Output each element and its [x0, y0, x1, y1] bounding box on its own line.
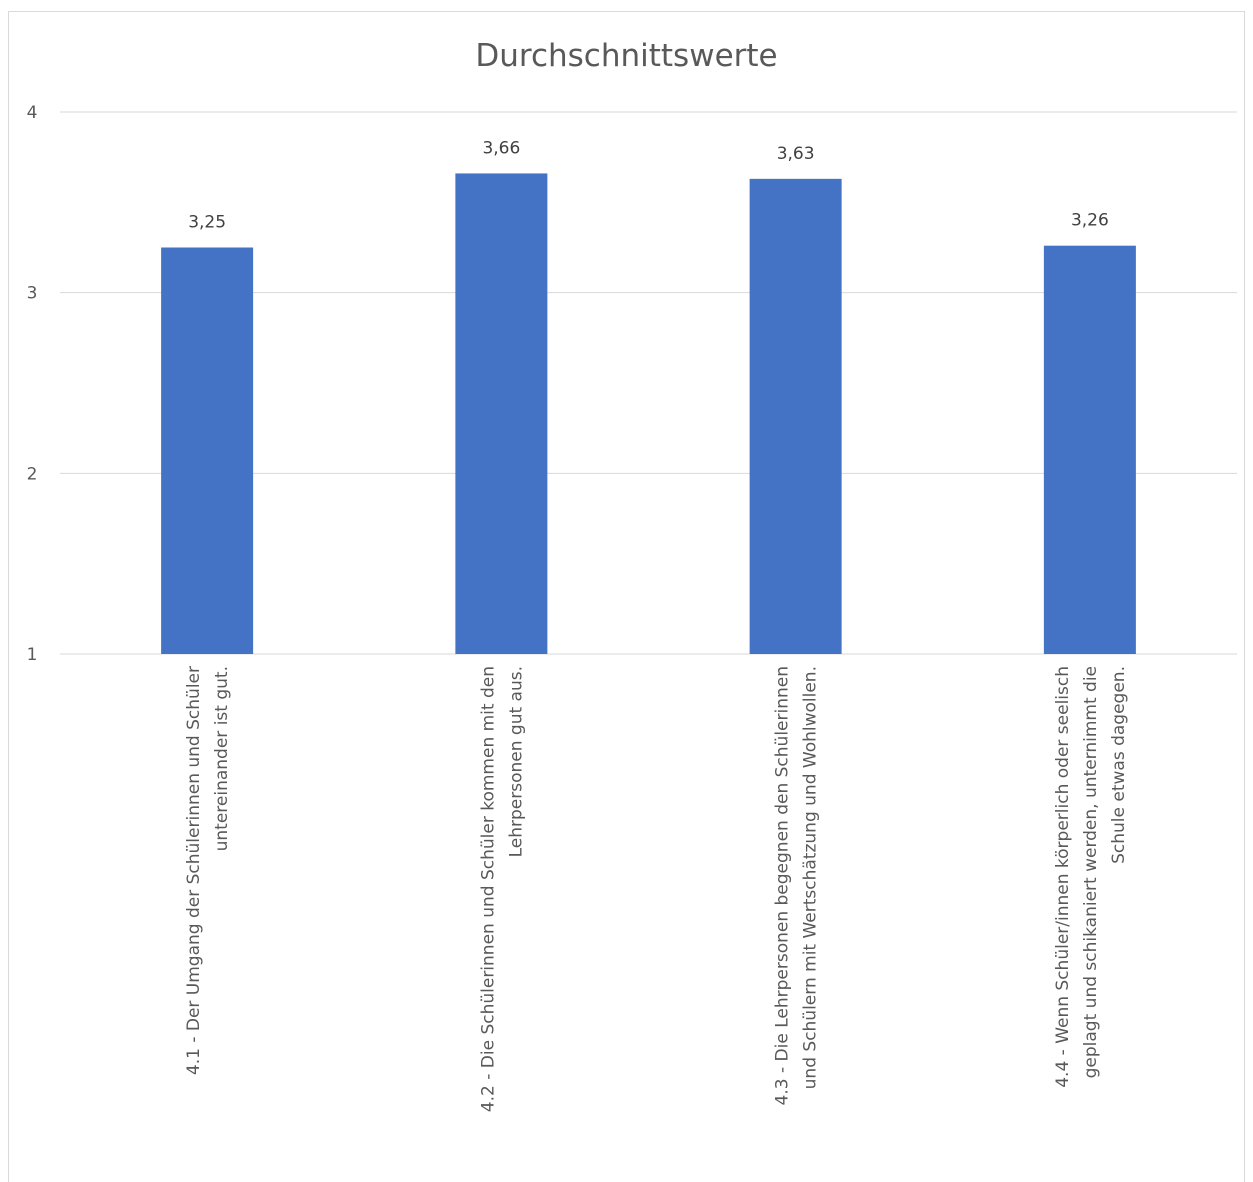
x-tick-label: 4.3 - Die Lehrpersonen begegnen den Schü… [773, 666, 821, 1105]
chart-title: Durchschnittswerte [475, 38, 778, 74]
x-tick-label-line: 4.4 - Wenn Schüler/innen körperlich oder… [1053, 666, 1073, 1088]
x-tick-label-line: Lehrpersonen gut aus. [506, 666, 526, 857]
x-tick-label-line: untereinander ist gut. [212, 666, 232, 851]
bar [1043, 245, 1136, 654]
x-tick-label-line: 4.2 - Die Schülerinnen und Schüler komme… [478, 666, 498, 1112]
bar [749, 178, 842, 654]
data-label: 3,63 [777, 144, 815, 164]
x-tick-label-line: 4.1 - Der Umgang der Schülerinnen und Sc… [184, 666, 204, 1075]
bar [455, 173, 548, 654]
x-tick-label: 4.1 - Der Umgang der Schülerinnen und Sc… [184, 666, 232, 1075]
x-tick-label: 4.2 - Die Schülerinnen und Schüler komme… [478, 666, 526, 1112]
y-tick-label: 1 [27, 645, 38, 665]
y-tick-label: 3 [27, 284, 38, 304]
x-tick-label-line: Schule etwas dagegen. [1109, 666, 1129, 864]
y-tick-label: 4 [27, 103, 38, 123]
x-tick-label-line: geplagt und schikaniert werden, unternim… [1081, 666, 1101, 1078]
data-label: 3,66 [482, 138, 520, 158]
y-tick-label: 2 [27, 464, 38, 484]
x-tick-label-line: 4.3 - Die Lehrpersonen begegnen den Schü… [773, 666, 793, 1105]
bar [161, 247, 254, 654]
data-label: 3,26 [1071, 211, 1109, 231]
x-tick-label-line: und Schülern mit Wertschätzung und Wohlw… [801, 666, 821, 1089]
data-label: 3,25 [188, 213, 226, 233]
x-tick-label: 4.4 - Wenn Schüler/innen körperlich oder… [1053, 666, 1129, 1088]
